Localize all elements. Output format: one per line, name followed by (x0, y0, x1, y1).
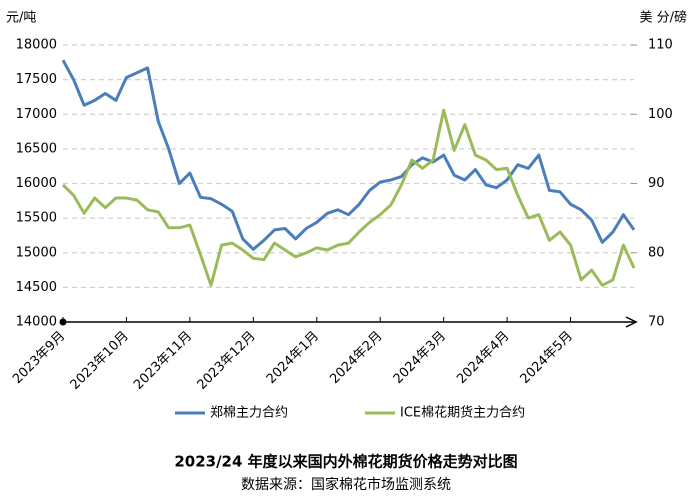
legend-label: ICE棉花期货主力合约 (400, 405, 525, 421)
y-tick-label: 15500 (16, 211, 57, 226)
y2-tick-label: 70 (648, 315, 665, 330)
y-axis-label: 元/吨 (6, 11, 36, 26)
x-tick-label: 2024年2月 (327, 329, 385, 387)
y-tick-label: 17500 (16, 72, 57, 87)
y2-axis-label: 美 分/磅 (639, 10, 687, 26)
x-tick-label: 2023年11月 (131, 329, 195, 393)
y-tick-label: 14000 (16, 315, 57, 330)
x-tick-label: 2024年4月 (454, 329, 512, 387)
y-tick-label: 14500 (16, 280, 57, 295)
y-tick-label: 16500 (16, 141, 57, 156)
series-line (61, 59, 636, 251)
x-tick-label: 2023年10月 (68, 329, 132, 393)
y2-tick-label: 110 (648, 38, 673, 53)
series-line (61, 108, 636, 287)
chart-title: 2023/24 年度以来国内外棉花期货价格走势对比图 (174, 453, 517, 471)
y-tick-label: 16000 (16, 176, 57, 191)
y-tick-label: 17000 (16, 107, 57, 122)
y2-tick-label: 100 (648, 107, 673, 122)
y2-tick-label: 80 (648, 245, 665, 260)
chart-subtitle: 数据来源：国家棉花市场监测系统 (241, 476, 451, 493)
y-tick-label: 18000 (16, 38, 57, 53)
x-tick-label: 2023年9月 (10, 329, 68, 387)
x-tick-label: 2024年3月 (391, 329, 449, 387)
legend-label: 郑棉主力合约 (210, 406, 288, 421)
x-tick-label: 2024年1月 (264, 329, 322, 387)
x-tick-label: 2023年12月 (195, 329, 259, 393)
x-tick-label: 2024年5月 (518, 329, 576, 387)
y2-tick-label: 90 (648, 176, 665, 191)
y-tick-label: 15000 (16, 245, 57, 260)
axis-arrow (625, 316, 638, 328)
